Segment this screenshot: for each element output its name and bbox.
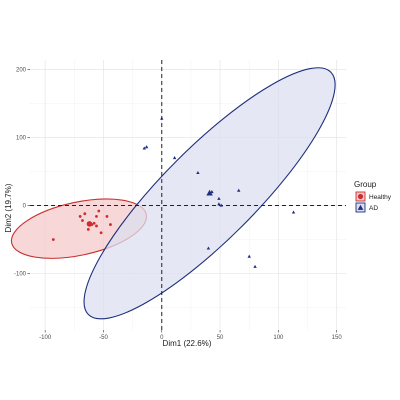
point-healthy [86,227,90,231]
point-healthy [92,221,96,225]
point-healthy [51,238,55,241]
y-tick-label: 0 [23,204,27,210]
point-ad [172,156,177,160]
x-tick-label: 150 [332,335,343,341]
point-healthy [95,224,98,228]
centroid-ad [206,189,213,196]
point-healthy [78,215,82,218]
x-tick-label: 100 [273,335,284,341]
point-healthy [81,219,84,222]
point-ad [219,203,223,207]
point-healthy [105,215,109,218]
y-tick-label: 100 [16,136,27,142]
legend-items: Healthy AD [355,191,392,213]
point-ad [217,202,221,206]
legend-item-ad: AD [355,202,378,213]
y-tick-label: -100 [14,272,27,278]
x-tick-label: -50 [99,335,108,341]
point-ad [142,146,146,150]
point-ad [210,190,214,194]
y-axis-title: Dim2 (19.7%) [4,183,13,232]
confidence-ellipses [10,67,336,320]
point-healthy [109,223,112,226]
x-tick-label: 50 [217,335,224,341]
legend-label-healthy: Healthy [369,194,392,201]
legend-item-healthy: Healthy [355,191,392,202]
data-points [51,116,296,268]
point-healthy [83,212,87,216]
y-tick-label: 200 [16,68,27,74]
point-healthy [95,215,98,218]
point-ad [217,196,221,200]
point-ad [144,145,149,149]
point-ad [247,254,251,258]
legend: Group Healthy AD [354,180,392,213]
point-ad [206,246,211,250]
point-healthy [97,209,101,213]
axis-ticks: -100 -50 0 50 100 150 -100 0 100 200 [14,68,342,341]
legend-marker-ad [357,204,364,210]
point-ad [291,210,296,214]
reference-lines [30,60,346,330]
point-ad [253,264,257,268]
legend-title: Group [354,180,377,189]
point-ad [237,188,241,192]
point-ad [160,116,164,120]
x-axis-title: Dim1 (22.6%) [163,339,212,348]
point-ad [196,170,200,175]
centroid-healthy [86,221,93,227]
legend-marker-healthy [357,193,364,200]
x-tick-label: 0 [160,335,164,341]
x-tick-label: -100 [39,335,52,341]
point-healthy [99,231,103,235]
legend-label-ad: AD [369,205,378,212]
